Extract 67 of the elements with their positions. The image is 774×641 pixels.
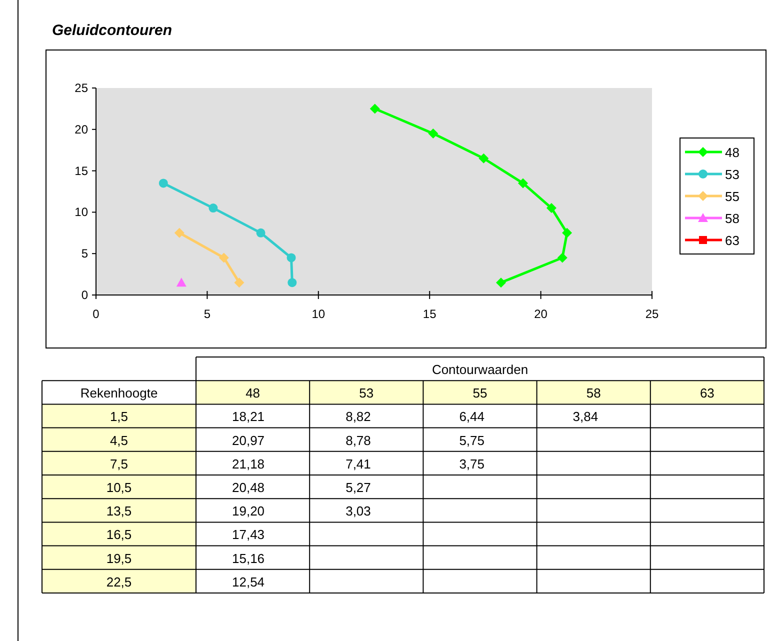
y-tick-label: 20 xyxy=(74,122,88,136)
legend-label: 63 xyxy=(725,233,740,248)
legend-label: 48 xyxy=(725,145,740,160)
chart-title: Contourwaarden xyxy=(432,362,528,377)
point xyxy=(176,278,186,287)
x-tick-label: 48 xyxy=(246,386,260,401)
data-label: 5,27 xyxy=(346,480,371,495)
point xyxy=(288,278,297,288)
chart-title: Geluidcontouren xyxy=(52,22,172,39)
y-tick-label: 25 xyxy=(74,81,88,95)
y-tick-label: 22,5 xyxy=(106,574,132,590)
point xyxy=(496,278,506,288)
point xyxy=(208,204,218,213)
y-tick-label: 13,5 xyxy=(106,504,132,519)
data-label: 7,41 xyxy=(346,456,371,472)
data-label: 3,84 xyxy=(572,409,598,424)
data-label: 3,75 xyxy=(459,456,485,472)
point xyxy=(428,128,438,139)
y-tick-label: 16,5 xyxy=(106,527,132,542)
x-tick-label: 15 xyxy=(422,307,437,321)
point xyxy=(234,278,244,288)
data-label: 20,48 xyxy=(232,480,265,495)
data-label: 8,78 xyxy=(346,432,371,448)
point xyxy=(286,253,296,262)
x-tick-label: 58 xyxy=(586,386,601,401)
data-label: 8,82 xyxy=(346,409,371,424)
x-tick-label: 63 xyxy=(700,386,714,401)
y-tick-label: 10,5 xyxy=(106,480,132,495)
point xyxy=(370,104,380,114)
y-tick-label: 7,5 xyxy=(110,456,128,472)
point xyxy=(218,252,229,263)
y-tick-label: 19,5 xyxy=(106,550,132,566)
x-tick-label: 55 xyxy=(472,386,488,401)
x-tick-label: 20 xyxy=(534,307,548,321)
y-axis-title: Rekenhoogte xyxy=(80,386,158,401)
legend-label: 55 xyxy=(725,189,740,204)
point xyxy=(557,252,568,263)
point xyxy=(478,153,489,164)
data-label: 5,75 xyxy=(459,432,485,448)
data-label: 15,16 xyxy=(232,550,265,566)
data-label: 18,21 xyxy=(232,409,265,424)
data-label: 19,20 xyxy=(232,504,265,519)
data-label: 21,18 xyxy=(232,456,265,472)
point xyxy=(562,228,572,238)
x-tick-label: 53 xyxy=(359,386,374,401)
legend-label: 58 xyxy=(725,211,740,226)
data-label: 17,43 xyxy=(232,527,265,542)
y-tick-label: 15 xyxy=(74,164,88,178)
data-label: 6,44 xyxy=(459,409,485,424)
data-label: 3,03 xyxy=(346,504,371,519)
data-label: 20,97 xyxy=(232,432,265,448)
y-tick-label: 5 xyxy=(81,246,88,261)
y-tick-label: 10 xyxy=(74,205,88,220)
y-tick-label: 0 xyxy=(81,288,88,302)
y-tick-label: 4,5 xyxy=(110,432,128,448)
y-tick-label: 1,5 xyxy=(110,409,128,424)
x-tick-label: 0 xyxy=(92,307,100,321)
x-tick-label: 25 xyxy=(645,307,659,321)
point xyxy=(518,178,528,188)
point xyxy=(546,203,556,214)
x-tick-label: 5 xyxy=(204,307,211,321)
data-label: 12,54 xyxy=(232,574,265,590)
point xyxy=(174,228,184,238)
x-tick-label: 10 xyxy=(312,307,326,321)
legend-label: 53 xyxy=(725,167,740,182)
point xyxy=(158,178,168,188)
point xyxy=(256,228,266,238)
